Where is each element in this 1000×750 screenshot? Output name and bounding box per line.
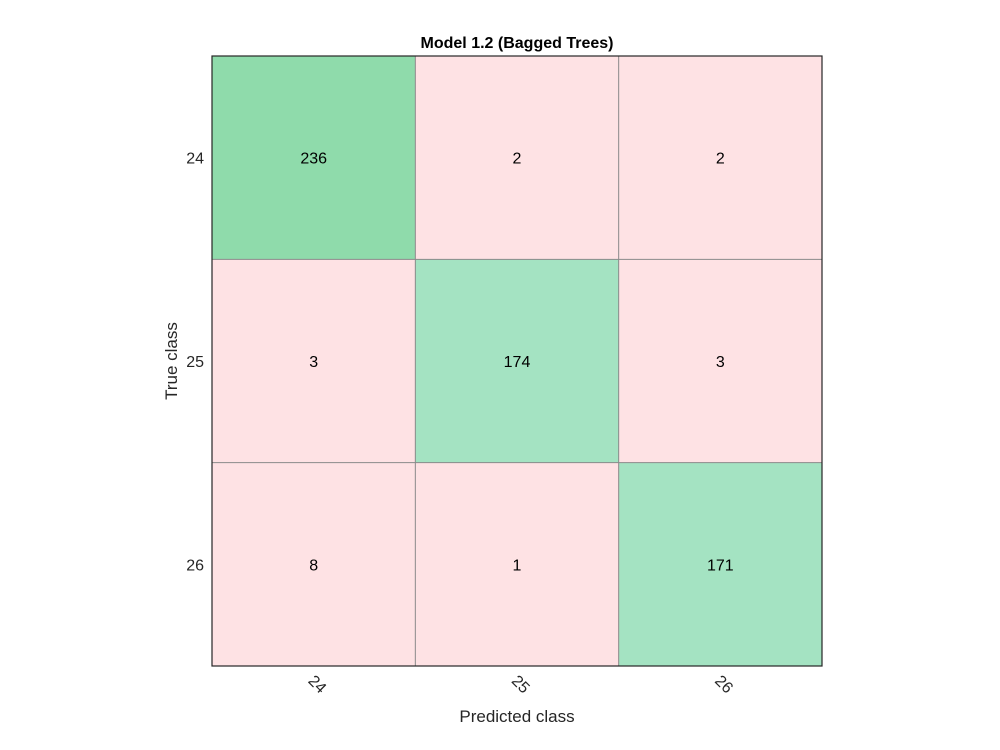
matrix-cell-r26-c25 [415, 462, 619, 666]
matrix-cell-r25-c24 [212, 259, 416, 463]
y-tick-label: 25 [186, 354, 204, 371]
matrix-cell-value: 1 [513, 557, 522, 574]
y-axis-label: True class [162, 322, 181, 400]
plot-frame [211, 55, 823, 667]
x-axis-label: Predicted class [459, 707, 574, 726]
matrix-cell-r26-c24 [212, 462, 416, 666]
chart-title: Model 1.2 (Bagged Trees) [421, 35, 614, 52]
matrix-cell-value: 8 [309, 557, 318, 574]
matrix-cell-value: 171 [707, 557, 734, 574]
matrix-cell-r24-c24 [212, 56, 416, 260]
matrix-cell-r24-c25 [415, 56, 619, 260]
matrix-cell-value: 3 [716, 354, 725, 371]
matrix-cell-r25-c25 [415, 259, 619, 463]
matrix-cell-r24-c26 [618, 56, 822, 260]
matrix-cell-value: 2 [513, 151, 522, 168]
matrix-grid-lines [212, 56, 822, 666]
x-tick-label: 26 [711, 673, 736, 698]
matrix-cell-r25-c26 [618, 259, 822, 463]
matrix-cell-value: 236 [300, 151, 327, 168]
x-tick-label: 24 [305, 673, 330, 698]
matrix-cell-value: 2 [716, 151, 725, 168]
matrix-cell-value: 3 [309, 354, 318, 371]
matrix-cell-value: 174 [504, 354, 531, 371]
matrix-cell-r26-c26 [618, 462, 822, 666]
y-tick-label: 24 [186, 151, 204, 168]
matrix-cells: 236 2 2 3 174 3 8 1 171 [212, 56, 822, 666]
y-tick-label: 26 [186, 557, 204, 574]
x-tick-label: 25 [508, 673, 533, 698]
